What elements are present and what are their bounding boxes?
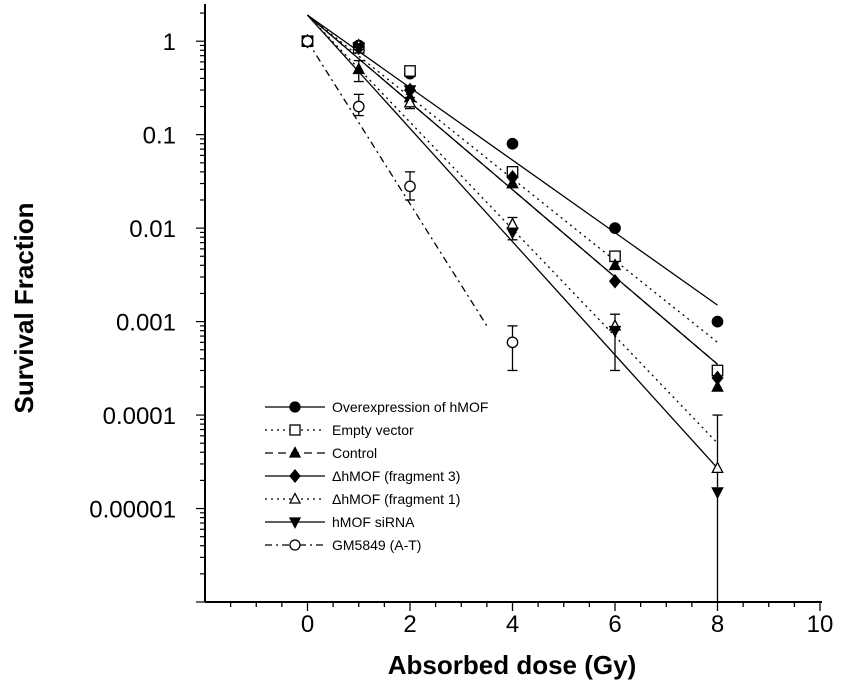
x-tick-label: 6 [608, 611, 621, 638]
marker-triangle-down-filled [352, 42, 366, 55]
fit-line [307, 14, 718, 444]
marker-square-open [289, 424, 301, 436]
fit-line [307, 14, 718, 469]
legend-label: ΔhMOF (fragment 1) [332, 491, 460, 507]
marker-triangle-down-filled [403, 85, 417, 98]
x-tick-label: 4 [506, 611, 519, 638]
marker-diamond-filled [289, 468, 301, 484]
marker-circle-filled [609, 222, 621, 234]
marker-triangle-down-filled [288, 517, 302, 529]
x-axis-title: Absorbed dose (Gy) [388, 650, 636, 680]
marker-triangle-down-filled [711, 487, 724, 500]
marker-triangle-filled [711, 379, 724, 392]
marker-circle-filled [289, 401, 301, 413]
fit-line [307, 14, 718, 306]
legend-box [252, 388, 544, 560]
marker-circle-open [404, 180, 416, 193]
y-tick-label: 0.0001 [103, 403, 176, 430]
legend-label: Control [332, 445, 377, 461]
y-tick-label: 0.001 [116, 310, 176, 337]
marker-circle-filled [506, 137, 519, 150]
marker-diamond-filled [506, 170, 519, 185]
x-tick-label: 2 [403, 611, 416, 638]
data-points [301, 33, 724, 500]
marker-circle-filled [711, 315, 724, 328]
x-tick-label: 0 [301, 611, 314, 638]
y-tick-label: 0.01 [129, 216, 176, 243]
marker-circle-open [506, 336, 519, 349]
marker-square-open [404, 65, 416, 77]
marker-diamond-filled [711, 370, 724, 386]
marker-triangle-open [288, 492, 302, 504]
marker-circle-open [352, 100, 365, 113]
marker-circle-open [289, 539, 301, 551]
legend-label: Empty vector [332, 422, 414, 438]
fit-line [306, 40, 488, 327]
marker-triangle-down-filled [608, 325, 622, 338]
legend: Overexpression of hMOF Empty vector Contro… [252, 388, 544, 560]
y-tick-label: 1 [163, 29, 176, 56]
x-tick-label: 10 [807, 611, 834, 638]
marker-triangle-filled [352, 62, 366, 75]
marker-circle-open [301, 35, 314, 48]
fit-lines [306, 14, 718, 469]
marker-triangle-filled [608, 258, 622, 271]
fit-line [307, 14, 718, 365]
legend-label: Overexpression of hMOF [332, 399, 488, 415]
legend-label: hMOF siRNA [332, 514, 415, 530]
legend-label: GM5849 (A-T) [332, 537, 421, 553]
marker-triangle-open [506, 217, 519, 230]
marker-triangle-down-filled [506, 227, 519, 240]
legend-label: ΔhMOF (fragment 3) [332, 468, 460, 484]
marker-diamond-filled [608, 274, 622, 289]
axes: 0 2 4 6 8 10 1 0.1 0.01 0.001 0.0001 0.00001 [89, 4, 833, 638]
marker-triangle-open [711, 461, 724, 474]
y-tick-label: 0.1 [143, 123, 176, 150]
marker-triangle-filled [288, 446, 302, 458]
marker-triangle-open [403, 95, 417, 108]
y-axis-title: Survival Fraction [9, 203, 39, 414]
y-tick-label: 0.00001 [89, 497, 176, 524]
x-tick-label: 8 [711, 611, 724, 638]
